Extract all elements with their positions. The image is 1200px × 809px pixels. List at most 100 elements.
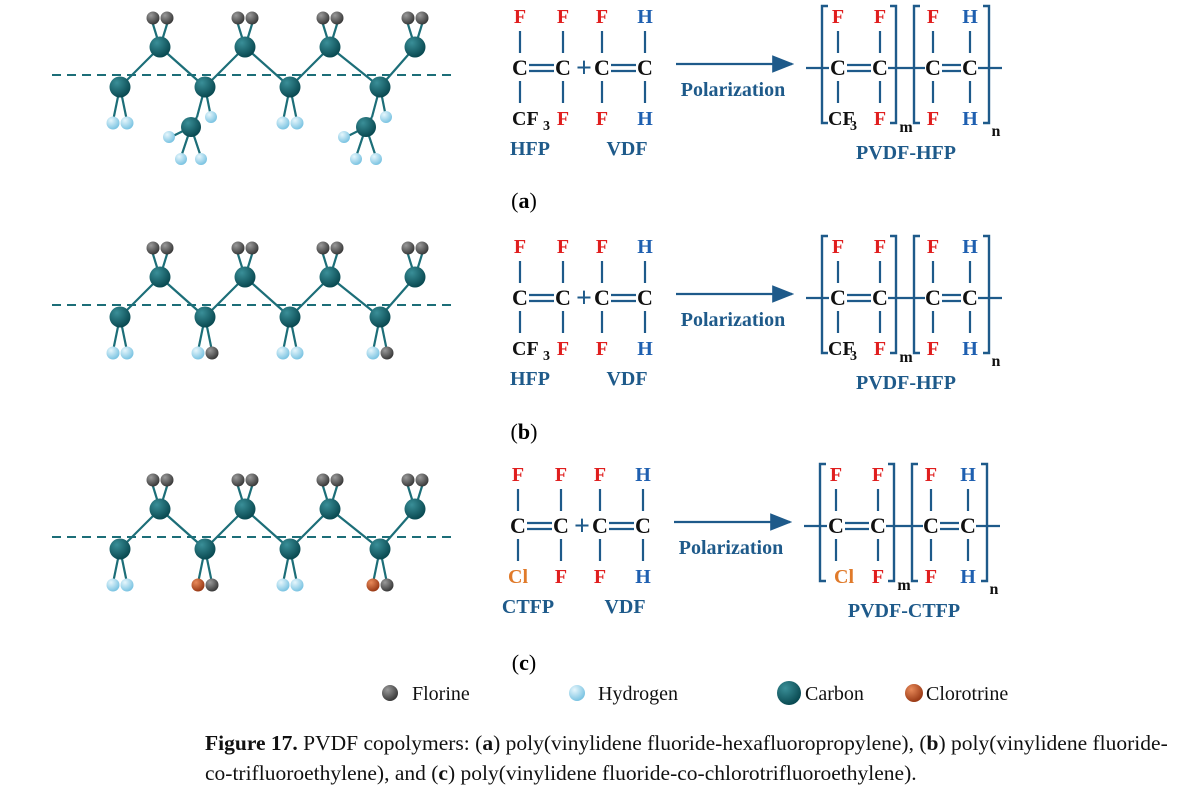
carbon-atom [194, 306, 216, 328]
caption-text-4: ) poly(vinylidene fluoride-co-chlorotrif… [447, 761, 917, 785]
repeat-unit-bracket [890, 4, 898, 125]
fluorine-atom [316, 473, 330, 487]
monomer1-name: HFP [510, 368, 550, 390]
carbon-atom [149, 36, 171, 58]
carbon-atom [369, 76, 391, 98]
monomer2-name: VDF [606, 138, 647, 160]
repeat-subscript-n: n [992, 353, 1001, 370]
product-right-top-atom: H [962, 6, 978, 28]
molecular-models [52, 11, 455, 592]
carbon-atom [109, 538, 131, 560]
monomer1-bottom-left-group: Cl [508, 566, 528, 588]
carbon-atom [149, 266, 171, 288]
product-subscript: 3 [850, 349, 857, 364]
hydrogen-atom [370, 153, 382, 165]
panel-label-c: (c) [512, 650, 536, 675]
caption-figure-label: Figure 17. [205, 731, 298, 755]
hydrogen-atom [120, 578, 134, 592]
carbon-symbol: C [555, 55, 571, 80]
product-right-bottom-atom: F [925, 566, 937, 588]
fluorine-atom [245, 11, 259, 25]
hydrogen-atom [195, 153, 207, 165]
chain-model-b [52, 241, 455, 360]
repeat-unit-bracket [820, 4, 828, 125]
fluorine-atom [146, 473, 160, 487]
product-left-top-atom: F [872, 464, 884, 486]
repeat-subscript-m: m [899, 349, 913, 366]
monomer2-top-left-atom: F [596, 236, 608, 258]
carbon-symbol: C [592, 513, 608, 538]
hydrogen-atom [276, 116, 290, 130]
monomer2-bottom-right-atom: H [635, 566, 651, 588]
repeat-unit-bracket [820, 234, 828, 355]
carbon-symbol: C [962, 55, 978, 80]
fluorine-atom [245, 241, 259, 255]
product-left-bottom-right-atom: F [874, 338, 886, 360]
legend-label: Clorotrine [926, 683, 1008, 705]
carbon-legend-icon [777, 681, 801, 705]
reaction-arrow-label: Polarization [681, 309, 785, 331]
monomer2-top-left-atom: F [594, 464, 606, 486]
carbon-symbol: C [830, 55, 846, 80]
carbon-symbol: C [830, 285, 846, 310]
repeat-unit-bracket [910, 462, 918, 583]
fluorine-atom [205, 346, 219, 360]
product-left-bottom-right-atom: F [872, 566, 884, 588]
repeat-subscript-n: n [990, 581, 999, 598]
carbon-atom [404, 266, 426, 288]
monomer1-top-right-atom: F [557, 6, 569, 28]
product-name: PVDF-HFP [856, 372, 956, 394]
legend-item-carbon: Carbon [777, 681, 864, 705]
product-name: PVDF-CTFP [848, 600, 960, 622]
hydrogen-atom [276, 346, 290, 360]
fluorine-atom [330, 473, 344, 487]
monomer1-top-right-atom: F [557, 236, 569, 258]
hydrogen-atom [106, 578, 120, 592]
chain-model-c [52, 473, 455, 592]
hydrogen-atom [290, 116, 304, 130]
carbon-symbol: C [510, 513, 526, 538]
carbon-atom [181, 117, 201, 137]
carbon-symbol: C [512, 55, 528, 80]
hydrogen-atom [191, 346, 205, 360]
hydrogen-atom [276, 578, 290, 592]
monomer1-top-left-atom: F [514, 236, 526, 258]
product-right-top-atom: H [960, 464, 976, 486]
hydrogen-atom [350, 153, 362, 165]
carbon-atom [404, 498, 426, 520]
fluorine-atom [160, 473, 174, 487]
plus-sign: + [574, 511, 590, 542]
plus-sign: + [576, 53, 592, 84]
repeat-unit-bracket [983, 234, 991, 355]
product-left-top-atom: F [832, 6, 844, 28]
monomer1-bottom-right-atom: F [555, 566, 567, 588]
carbon-symbol: C [635, 513, 651, 538]
fluorine-atom [415, 241, 429, 255]
carbon-atom [234, 36, 256, 58]
repeat-subscript-n: n [992, 123, 1001, 140]
product-left-bottom-group: CF [828, 108, 855, 130]
plus-sign: + [576, 283, 592, 314]
carbon-atom [319, 266, 341, 288]
fluorine-atom [245, 473, 259, 487]
fluorine-atom [231, 473, 245, 487]
legend-item-hydrogen: Hydrogen [569, 683, 678, 705]
carbon-symbol: C [960, 513, 976, 538]
fluorine-atom [316, 241, 330, 255]
repeat-unit-bracket [888, 462, 896, 583]
legend-item-chlorine: Clorotrine [905, 683, 1008, 705]
fluorine-atom [231, 11, 245, 25]
hydrogen-atom [366, 346, 380, 360]
carbon-atom [279, 76, 301, 98]
caption-text-3: ) poly(vinylidene fluoride-co-trifluoroe… [205, 731, 1168, 785]
caption-text-1: PVDF copolymers: ( [297, 731, 483, 755]
carbon-atom [109, 76, 131, 98]
product-right-top-atom: F [927, 236, 939, 258]
repeat-subscript-m: m [899, 119, 913, 136]
monomer2-top-right-atom: H [637, 6, 653, 28]
product-left-bottom-group: Cl [834, 566, 854, 588]
hydrogen-legend-icon [569, 685, 585, 701]
hydrogen-atom [380, 111, 392, 123]
fluorine-atom [160, 241, 174, 255]
legend-label: Florine [412, 683, 470, 705]
